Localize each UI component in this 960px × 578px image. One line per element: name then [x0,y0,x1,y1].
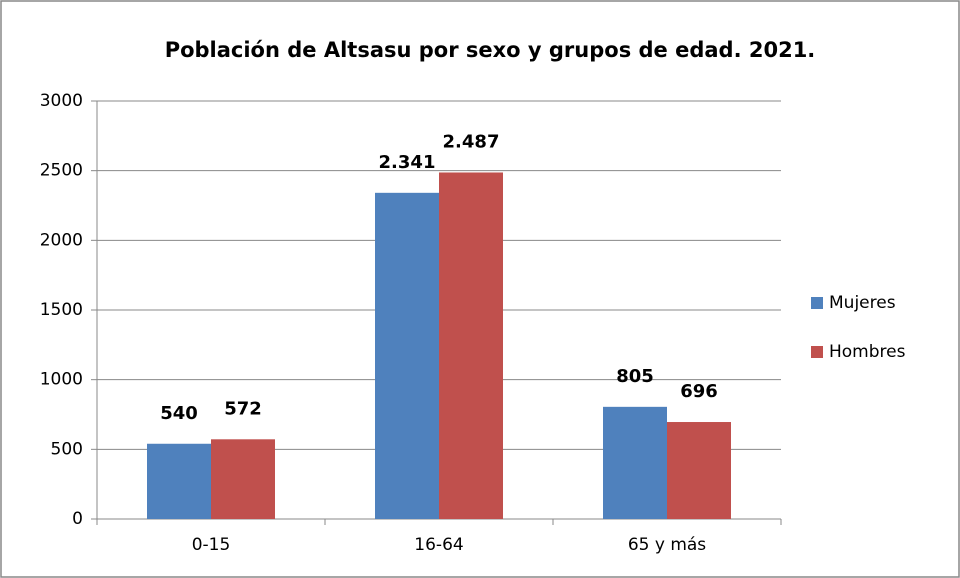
value-label: 540 [160,403,198,424]
bar [439,172,503,519]
legend-label: Mujeres [829,293,896,313]
value-label: 2.341 [379,152,436,173]
bar [667,422,731,519]
y-tick-label: 2000 [40,230,83,250]
x-tick-label: 65 y más [628,535,706,555]
x-tick-label: 16-64 [414,535,463,555]
bar [147,443,211,519]
value-label: 805 [616,366,654,387]
y-tick-label: 2500 [40,161,83,181]
y-tick-label: 3000 [40,91,83,111]
bar [211,439,275,519]
y-tick-label: 1500 [40,300,83,320]
legend-swatch [811,346,823,358]
legend-label: Hombres [829,342,906,362]
y-tick-label: 500 [51,439,83,459]
value-label: 2.487 [443,131,500,152]
value-label: 572 [224,398,262,419]
y-tick-label: 1000 [40,370,83,390]
bar [603,406,667,519]
value-label: 696 [680,381,718,402]
bar [375,192,439,519]
chart-title: Población de Altsasu por sexo y grupos d… [165,38,816,62]
y-tick-label: 0 [72,509,83,529]
x-tick-label: 0-15 [192,535,231,555]
legend-swatch [811,297,823,309]
